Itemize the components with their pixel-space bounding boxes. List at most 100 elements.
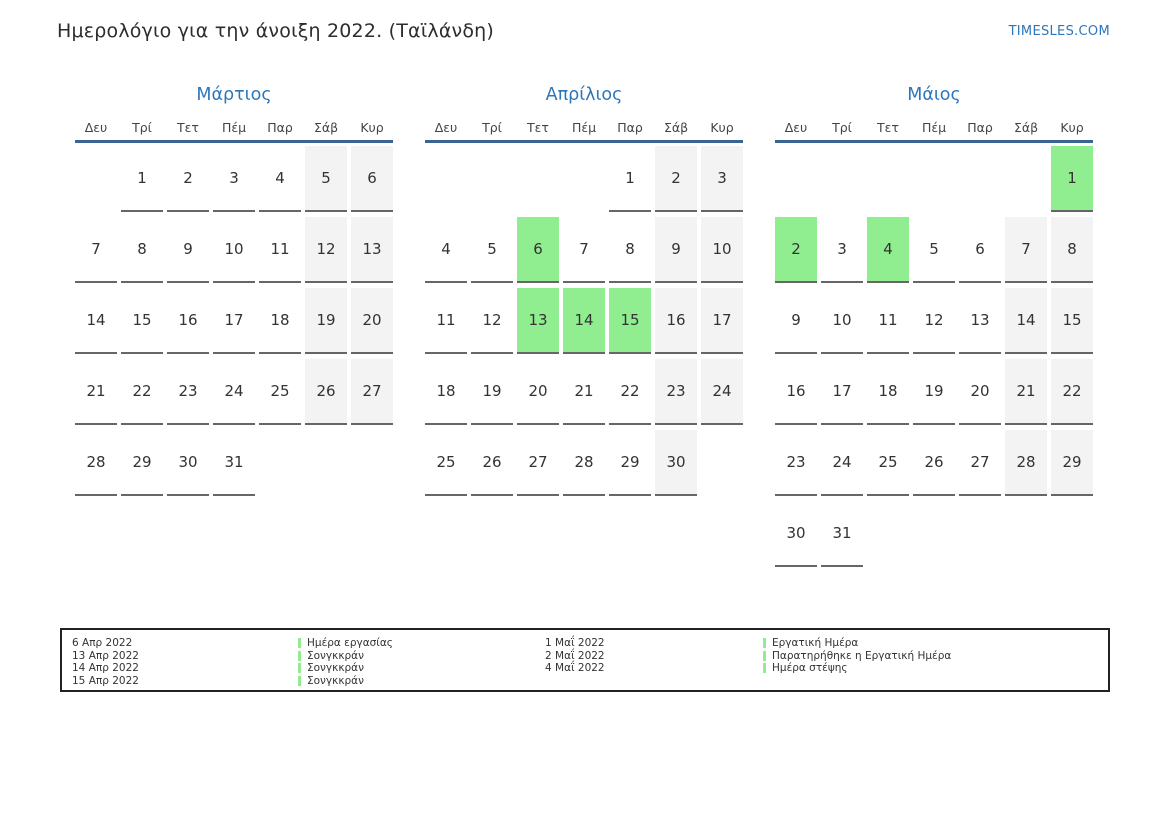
legend-label-cell: Σονγκκράν	[298, 650, 545, 663]
legend-label: Ημέρα εργασίας	[307, 637, 393, 649]
day-cell-empty	[1005, 146, 1047, 212]
day-cell: 18	[867, 359, 909, 425]
day-cell: 3	[821, 217, 863, 283]
day-cell-empty	[259, 430, 301, 496]
day-cell: 3	[213, 146, 255, 212]
day-cell: 4	[867, 217, 909, 283]
calendar-months-container: Μάρτιος Δευ Τρί Τετ Πέμ Παρ Σάβ Κυρ 1 2 3 4 5 6 7 8 9 10 1…	[0, 84, 1169, 614]
day-cell: 11	[259, 217, 301, 283]
calendar-grid: 1 2 3 4 5 6 7 8 9 10 11 12 13 14 15 16 17 18 19 20 21 22 23 24 2…	[75, 146, 393, 496]
day-cell-empty	[821, 146, 863, 212]
day-of-week-header: Δευ	[434, 120, 458, 135]
legend-label-cell: Σονγκκράν	[298, 675, 545, 688]
day-of-week-header: Κυρ	[1060, 120, 1084, 135]
legend-label-cell: Ημέρα στέψης	[603, 662, 1108, 675]
day-cell: 1	[609, 146, 651, 212]
day-of-week-header-row: Δευ Τρί Τετ Πέμ Παρ Σάβ Κυρ	[425, 116, 743, 143]
day-cell: 31	[821, 501, 863, 567]
day-of-week-header: Τρί	[832, 120, 852, 135]
day-cell: 14	[563, 288, 605, 354]
month-calendar: Απρίλιος Δευ Τρί Τετ Πέμ Παρ Σάβ Κυρ 1 2 3 4 5 6 7 8 9 10…	[425, 84, 743, 496]
day-cell: 30	[775, 501, 817, 567]
day-cell: 2	[655, 146, 697, 212]
legend-date: 15 Απρ 2022	[72, 674, 139, 687]
day-cell: 10	[213, 217, 255, 283]
day-cell-empty	[1051, 501, 1093, 567]
legend-label: Σονγκκράν	[307, 649, 364, 662]
legend-grid: 6 Απρ 2022 Ημέρα εργασίας 1 Μαΐ 2022 Εργατι…	[72, 637, 1108, 687]
day-cell: 22	[1051, 359, 1093, 425]
day-cell-empty	[775, 146, 817, 212]
day-of-week-header: Πέμ	[221, 120, 247, 135]
day-cell-empty	[959, 146, 1001, 212]
holiday-marker-icon	[298, 650, 301, 661]
day-cell: 6	[959, 217, 1001, 283]
day-of-week-header: Κυρ	[710, 120, 734, 135]
day-cell: 4	[425, 217, 467, 283]
legend-box: 6 Απρ 2022 Ημέρα εργασίας 1 Μαΐ 2022 Εργατι…	[60, 628, 1110, 692]
day-of-week-header: Πέμ	[571, 120, 597, 135]
month-title: Μάιος	[907, 85, 961, 105]
day-of-week-header: Παρ	[967, 120, 993, 135]
legend-date: 6 Απρ 2022	[72, 637, 133, 649]
holiday-marker-icon	[298, 638, 301, 648]
day-cell: 29	[121, 430, 163, 496]
month-calendar: Μάιος Δευ Τρί Τετ Πέμ Παρ Σάβ Κυρ 1 2 3 4 5 6 7 8 9 10 11 1…	[775, 84, 1093, 567]
legend-label-cell: Ημέρα εργασίας	[298, 637, 545, 650]
day-cell-empty	[351, 430, 393, 496]
day-cell-empty	[1005, 501, 1047, 567]
day-cell: 27	[351, 359, 393, 425]
day-cell: 27	[517, 430, 559, 496]
day-of-week-header-row: Δευ Τρί Τετ Πέμ Παρ Σάβ Κυρ	[75, 116, 393, 143]
day-cell: 20	[517, 359, 559, 425]
day-cell: 28	[563, 430, 605, 496]
day-cell: 21	[563, 359, 605, 425]
day-cell-empty	[425, 146, 467, 212]
day-cell: 24	[821, 430, 863, 496]
day-cell: 25	[867, 430, 909, 496]
day-of-week-header: Σάβ	[313, 120, 339, 135]
day-cell: 10	[821, 288, 863, 354]
legend-label: Ημέρα στέψης	[772, 662, 848, 675]
day-cell: 28	[75, 430, 117, 496]
legend-label-cell	[603, 675, 1108, 688]
day-cell: 26	[305, 359, 347, 425]
day-cell: 22	[121, 359, 163, 425]
day-cell: 16	[775, 359, 817, 425]
day-cell: 2	[167, 146, 209, 212]
day-cell: 20	[351, 288, 393, 354]
day-cell: 13	[959, 288, 1001, 354]
day-cell: 7	[563, 217, 605, 283]
day-cell: 26	[913, 430, 955, 496]
day-of-week-header: Δευ	[784, 120, 808, 135]
day-cell-empty	[867, 501, 909, 567]
day-cell: 3	[701, 146, 743, 212]
day-cell: 24	[213, 359, 255, 425]
day-cell: 11	[425, 288, 467, 354]
calendar-grid: 1 2 3 4 5 6 7 8 9 10 11 12 13 14 15 16 17 18 19 20 21 22 23 24 2…	[425, 146, 743, 496]
holiday-marker-icon	[763, 638, 766, 648]
month-title: Μάρτιος	[196, 85, 272, 105]
holiday-marker-icon	[763, 650, 766, 661]
brand-link[interactable]: TIMESLES.COM	[1008, 24, 1110, 39]
day-cell: 19	[305, 288, 347, 354]
calendar-grid: 1 2 3 4 5 6 7 8 9 10 11 12 13 14 15 16 17 18 19 20 21 22 23 24 2…	[775, 146, 1093, 567]
day-of-week-header: Τετ	[527, 120, 549, 135]
day-cell-empty	[75, 146, 117, 212]
holiday-marker-icon	[298, 663, 301, 674]
day-cell: 8	[121, 217, 163, 283]
day-cell: 5	[471, 217, 513, 283]
day-cell-empty	[913, 501, 955, 567]
day-cell: 13	[351, 217, 393, 283]
day-cell: 20	[959, 359, 1001, 425]
day-cell: 2	[775, 217, 817, 283]
day-cell: 12	[471, 288, 513, 354]
day-of-week-header: Σάβ	[1013, 120, 1039, 135]
day-cell: 12	[305, 217, 347, 283]
day-cell: 8	[1051, 217, 1093, 283]
day-cell: 21	[75, 359, 117, 425]
day-of-week-header-row: Δευ Τρί Τετ Πέμ Παρ Σάβ Κυρ	[775, 116, 1093, 143]
day-cell: 7	[1005, 217, 1047, 283]
day-cell: 6	[517, 217, 559, 283]
day-cell: 29	[609, 430, 651, 496]
